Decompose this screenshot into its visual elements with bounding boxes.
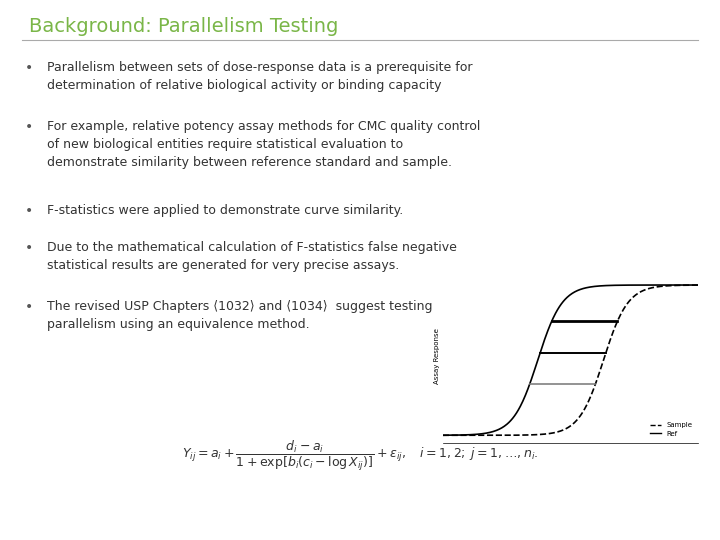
Text: Process Comparison | May 2018 | MBSW Meeting: Process Comparison | May 2018 | MBSW Mee…: [526, 510, 720, 521]
Text: •: •: [25, 241, 33, 255]
Text: Due to the mathematical calculation of F-statistics false negative
statistical r: Due to the mathematical calculation of F…: [47, 241, 456, 272]
Text: Background: Parallelism Testing: Background: Parallelism Testing: [29, 17, 338, 36]
Text: F-statistics were applied to demonstrate curve similarity.: F-statistics were applied to demonstrate…: [47, 204, 403, 217]
Text: •: •: [25, 61, 33, 75]
Legend: Sample, Ref: Sample, Ref: [647, 420, 695, 440]
Text: •: •: [25, 300, 33, 314]
Text: •: •: [25, 120, 33, 134]
Text: $Y_{ij} = a_i + \dfrac{d_i - a_i}{1 + \exp[b_i(c_i - \log X_{ij})]} + \epsilon_{: $Y_{ij} = a_i + \dfrac{d_i - a_i}{1 + \e…: [181, 439, 539, 472]
Text: abbvie: abbvie: [22, 509, 74, 523]
Y-axis label: Assay Response: Assay Response: [434, 328, 440, 384]
Text: The revised USP Chapters ⟨1032⟩ and ⟨1034⟩  suggest testing
parallelism using an: The revised USP Chapters ⟨1032⟩ and ⟨103…: [47, 300, 432, 331]
Text: 19: 19: [684, 511, 698, 521]
Text: •: •: [25, 204, 33, 218]
Text: For example, relative potency assay methods for CMC quality control
of new biolo: For example, relative potency assay meth…: [47, 120, 480, 169]
Text: Parallelism between sets of dose-response data is a prerequisite for
determinati: Parallelism between sets of dose-respons…: [47, 61, 472, 92]
